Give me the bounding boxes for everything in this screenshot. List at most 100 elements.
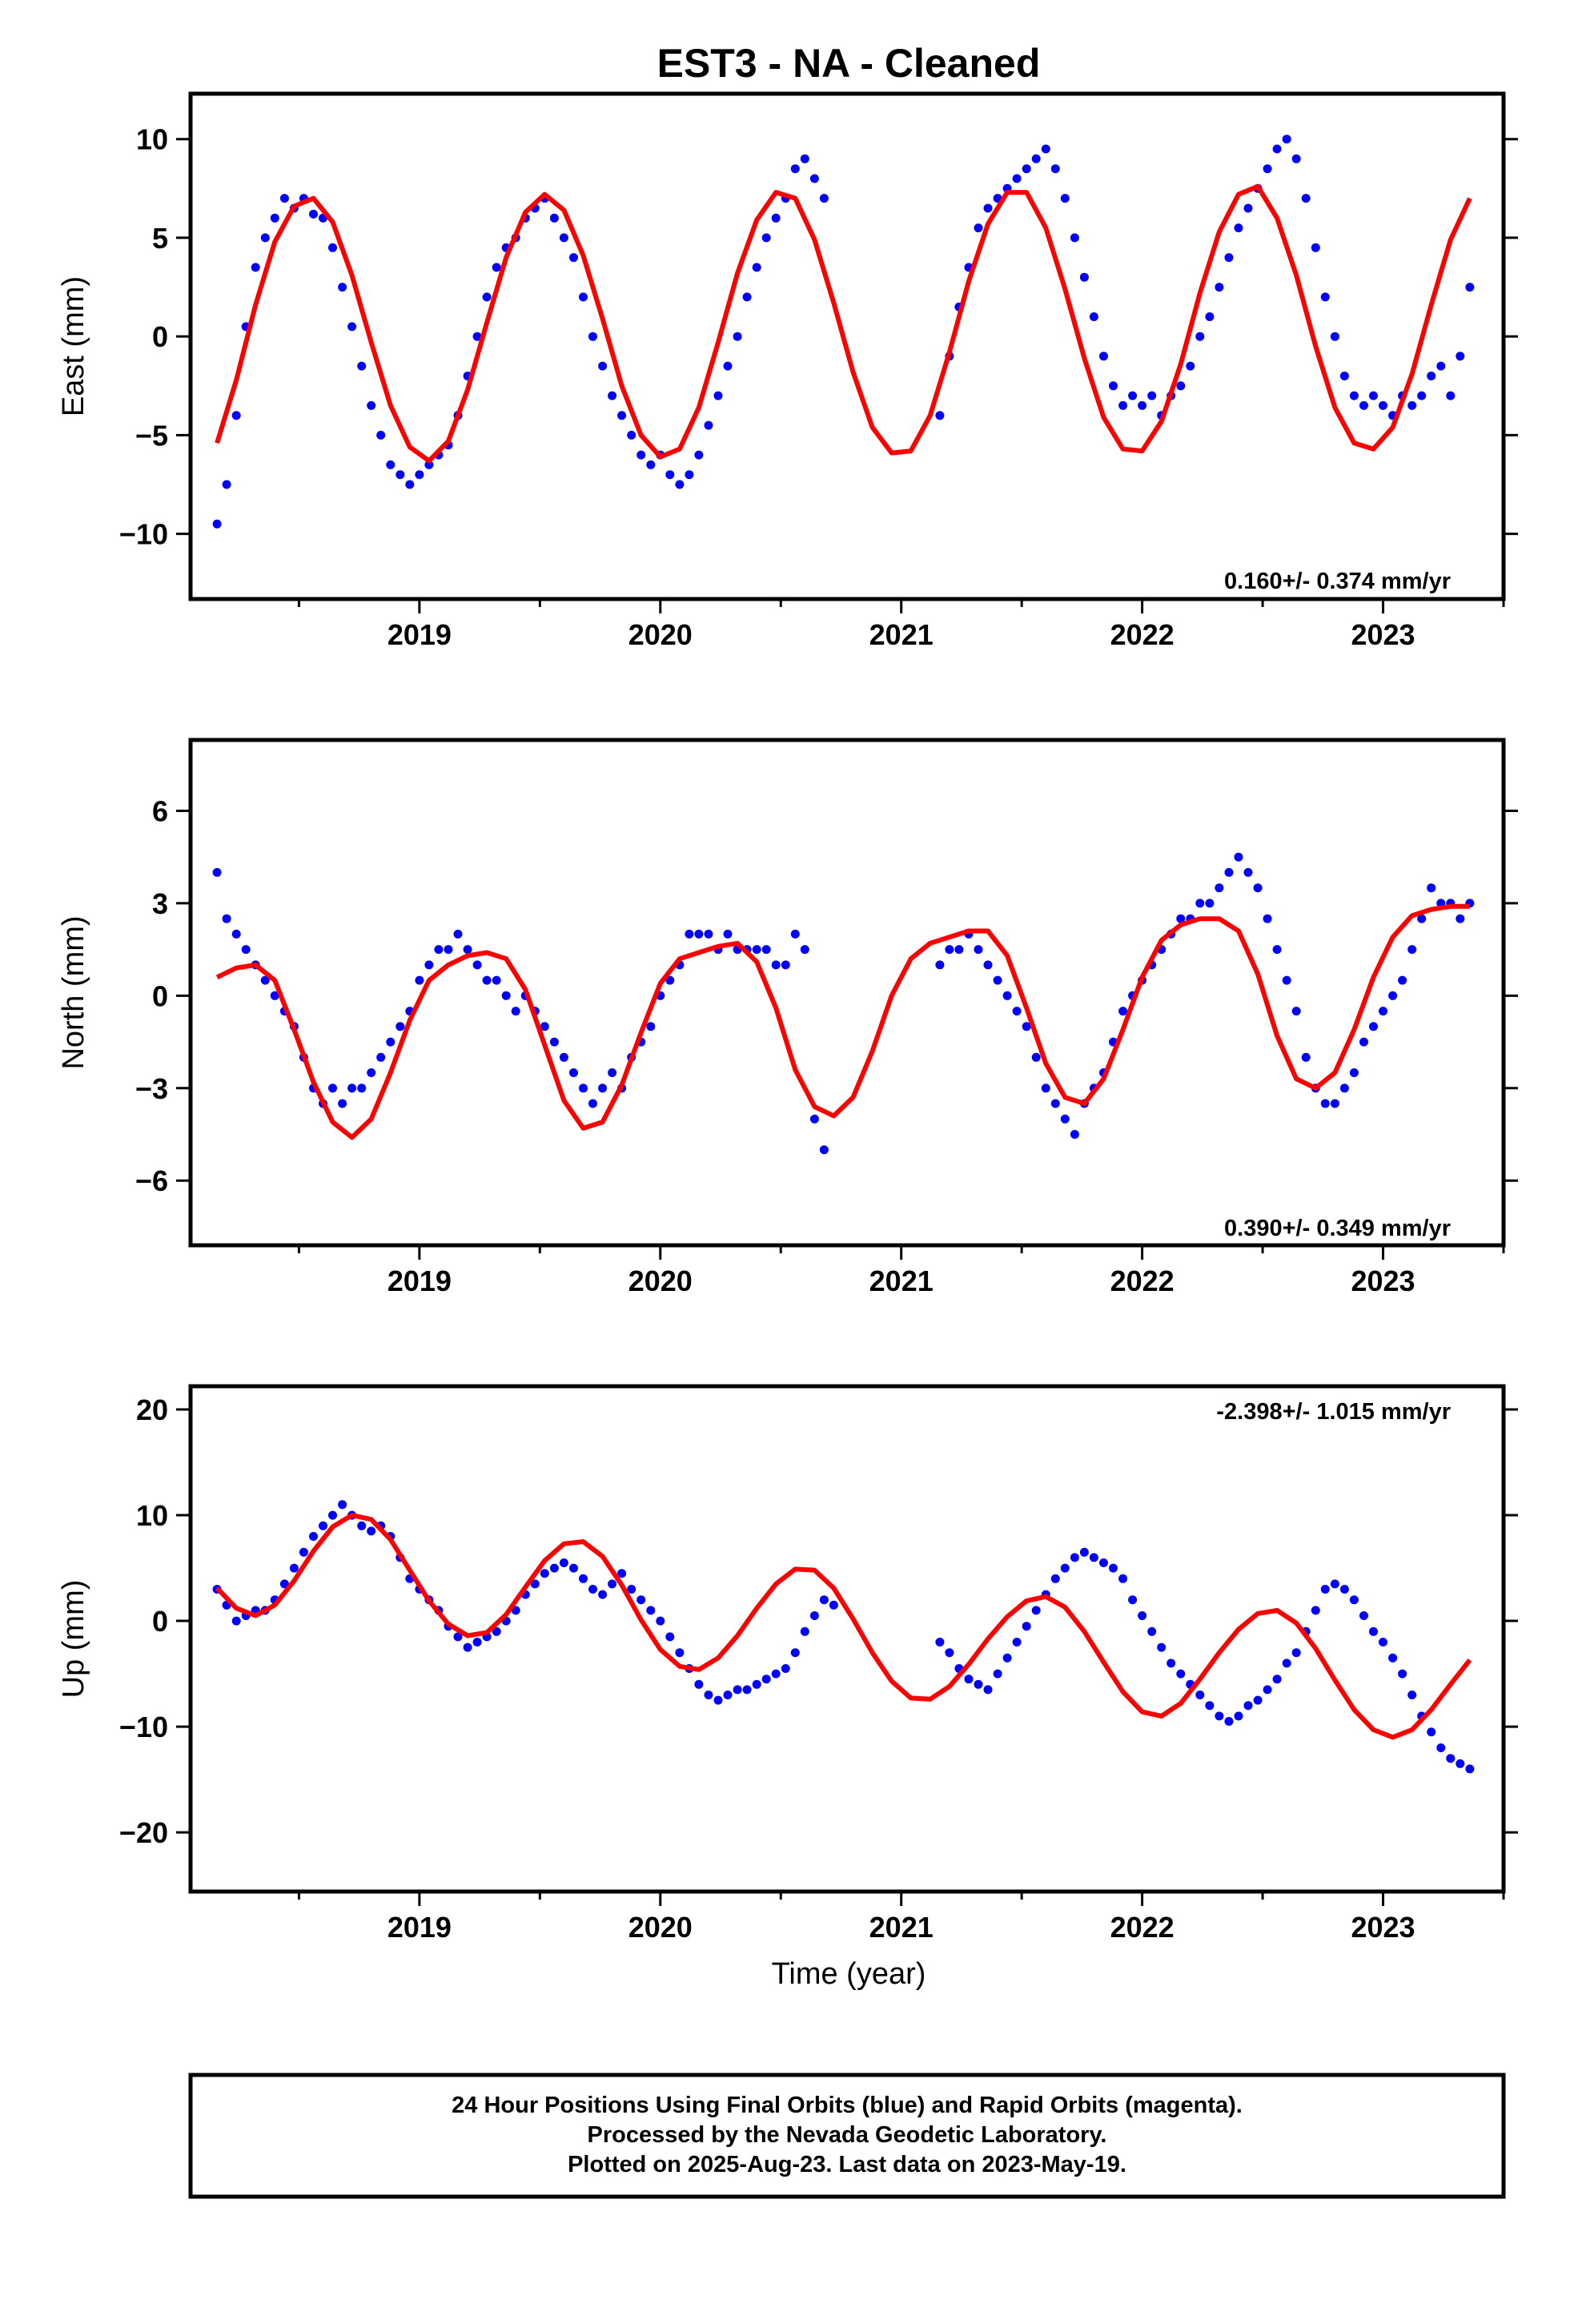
north-data-point	[1369, 1022, 1378, 1031]
up-data-point	[1109, 1563, 1118, 1573]
north-data-point	[559, 1052, 568, 1062]
east-data-point	[733, 332, 742, 341]
up-data-point	[1099, 1558, 1108, 1567]
east-data-point	[723, 361, 733, 371]
east-data-point	[1041, 144, 1050, 154]
east-data-point	[1012, 174, 1022, 183]
north-data-point	[376, 1052, 386, 1062]
east-data-point	[1359, 400, 1368, 410]
north-plot-frame	[188, 738, 1506, 1248]
up-data-point	[733, 1685, 742, 1695]
east-data-point	[771, 213, 781, 223]
up-data-point	[608, 1579, 617, 1589]
north-data-point	[1388, 991, 1398, 1000]
up-data-point	[752, 1679, 761, 1689]
up-x-tick-label: 2021	[869, 1911, 934, 1944]
east-data-point	[608, 391, 617, 400]
up-data-point	[935, 1638, 945, 1647]
east-data-point	[713, 391, 723, 400]
east-data-point	[270, 213, 279, 223]
east-y-tick-label: 0	[152, 320, 168, 353]
up-data-point	[761, 1675, 771, 1684]
north-data-point	[935, 960, 945, 970]
up-data-point	[993, 1669, 1002, 1679]
east-data-point	[357, 361, 367, 371]
up-data-point	[1012, 1638, 1022, 1647]
up-data-point	[1022, 1622, 1031, 1631]
north-data-point	[270, 991, 279, 1000]
north-data-point	[809, 1114, 819, 1124]
north-data-point	[781, 960, 790, 970]
up-data-point	[1407, 1691, 1417, 1699]
east-data-point	[1339, 372, 1349, 380]
up-y-tick-label: −10	[119, 1711, 168, 1743]
up-data-point	[1359, 1611, 1368, 1620]
north-data-point	[646, 1022, 656, 1031]
east-x-tick-label: 2022	[1110, 618, 1174, 651]
north-x-tick-label: 2022	[1110, 1265, 1174, 1297]
north-data-point	[983, 960, 993, 970]
east-data-point	[1369, 391, 1378, 400]
north-data-point	[347, 1084, 357, 1093]
up-data-point	[299, 1547, 308, 1557]
north-data-point	[790, 929, 800, 939]
north-y-tick-label: 6	[152, 794, 168, 827]
up-data-point	[367, 1526, 376, 1536]
up-y-axis-label: Up (mm)	[57, 1580, 90, 1699]
north-data-point	[1012, 1007, 1022, 1016]
east-data-point	[685, 470, 694, 480]
up-data-point	[1369, 1626, 1378, 1636]
north-data-point	[1234, 852, 1243, 862]
north-data-point	[1417, 914, 1427, 923]
east-data-point	[1446, 391, 1456, 400]
north-data-point	[704, 929, 713, 939]
footer-line-3: Plotted on 2025-Aug-23. Last data on 202…	[568, 2152, 1126, 2177]
panel-up: 2019 2020 2021 2022 2023 −20 −10 0 10 20 Up (mm) -2…	[57, 1384, 1518, 1944]
x-axis-label: Time (year)	[772, 1957, 926, 1991]
up-data-point	[646, 1606, 656, 1615]
north-data-point	[492, 975, 501, 985]
north-data-point	[579, 1084, 588, 1093]
north-x-tick-label: 2020	[628, 1265, 693, 1297]
up-data-point	[790, 1648, 800, 1658]
east-data-point	[675, 480, 685, 489]
east-data-point	[396, 470, 405, 480]
north-data-point	[463, 945, 472, 955]
panel-north: 2019 2020 2021 2022 2023 −6 −3 0 3 6 North (mm) 0.3…	[57, 738, 1518, 1297]
up-data-point	[309, 1532, 318, 1541]
east-data-point	[569, 253, 578, 263]
east-data-point	[974, 223, 983, 233]
east-data-point	[309, 209, 318, 219]
footer-box	[188, 2073, 1506, 2199]
east-data-point	[424, 460, 434, 469]
east-x-tick-label: 2023	[1351, 618, 1415, 651]
north-x-tick-label: 2023	[1351, 1265, 1415, 1297]
north-x-tick-label: 2021	[869, 1265, 934, 1297]
north-data-point	[1301, 1052, 1311, 1062]
east-data-point	[983, 203, 993, 213]
up-data-point	[829, 1600, 838, 1610]
up-y-tick-label: 0	[152, 1605, 168, 1638]
east-data-point	[1320, 292, 1330, 302]
north-data-point	[1349, 1068, 1359, 1077]
north-data-point	[1272, 945, 1282, 955]
north-data-point	[434, 945, 444, 955]
up-y-tick-label: 10	[136, 1499, 168, 1532]
up-data-point	[1166, 1659, 1176, 1668]
north-data-point	[231, 929, 241, 939]
up-data-point	[1427, 1727, 1436, 1737]
north-data-point	[1002, 991, 1012, 1000]
up-data-point	[1089, 1553, 1098, 1562]
up-data-point	[974, 1679, 983, 1689]
east-data-point	[1349, 391, 1359, 400]
up-data-point	[1398, 1669, 1407, 1679]
up-model-curve	[215, 1513, 1472, 1740]
east-data-point	[1079, 272, 1089, 282]
north-data-point	[1359, 1037, 1368, 1047]
north-data-point	[665, 975, 675, 985]
east-data-point	[1099, 352, 1108, 361]
east-data-point	[1186, 361, 1195, 371]
north-data-point	[1456, 914, 1465, 923]
north-data-point	[1031, 1052, 1041, 1062]
